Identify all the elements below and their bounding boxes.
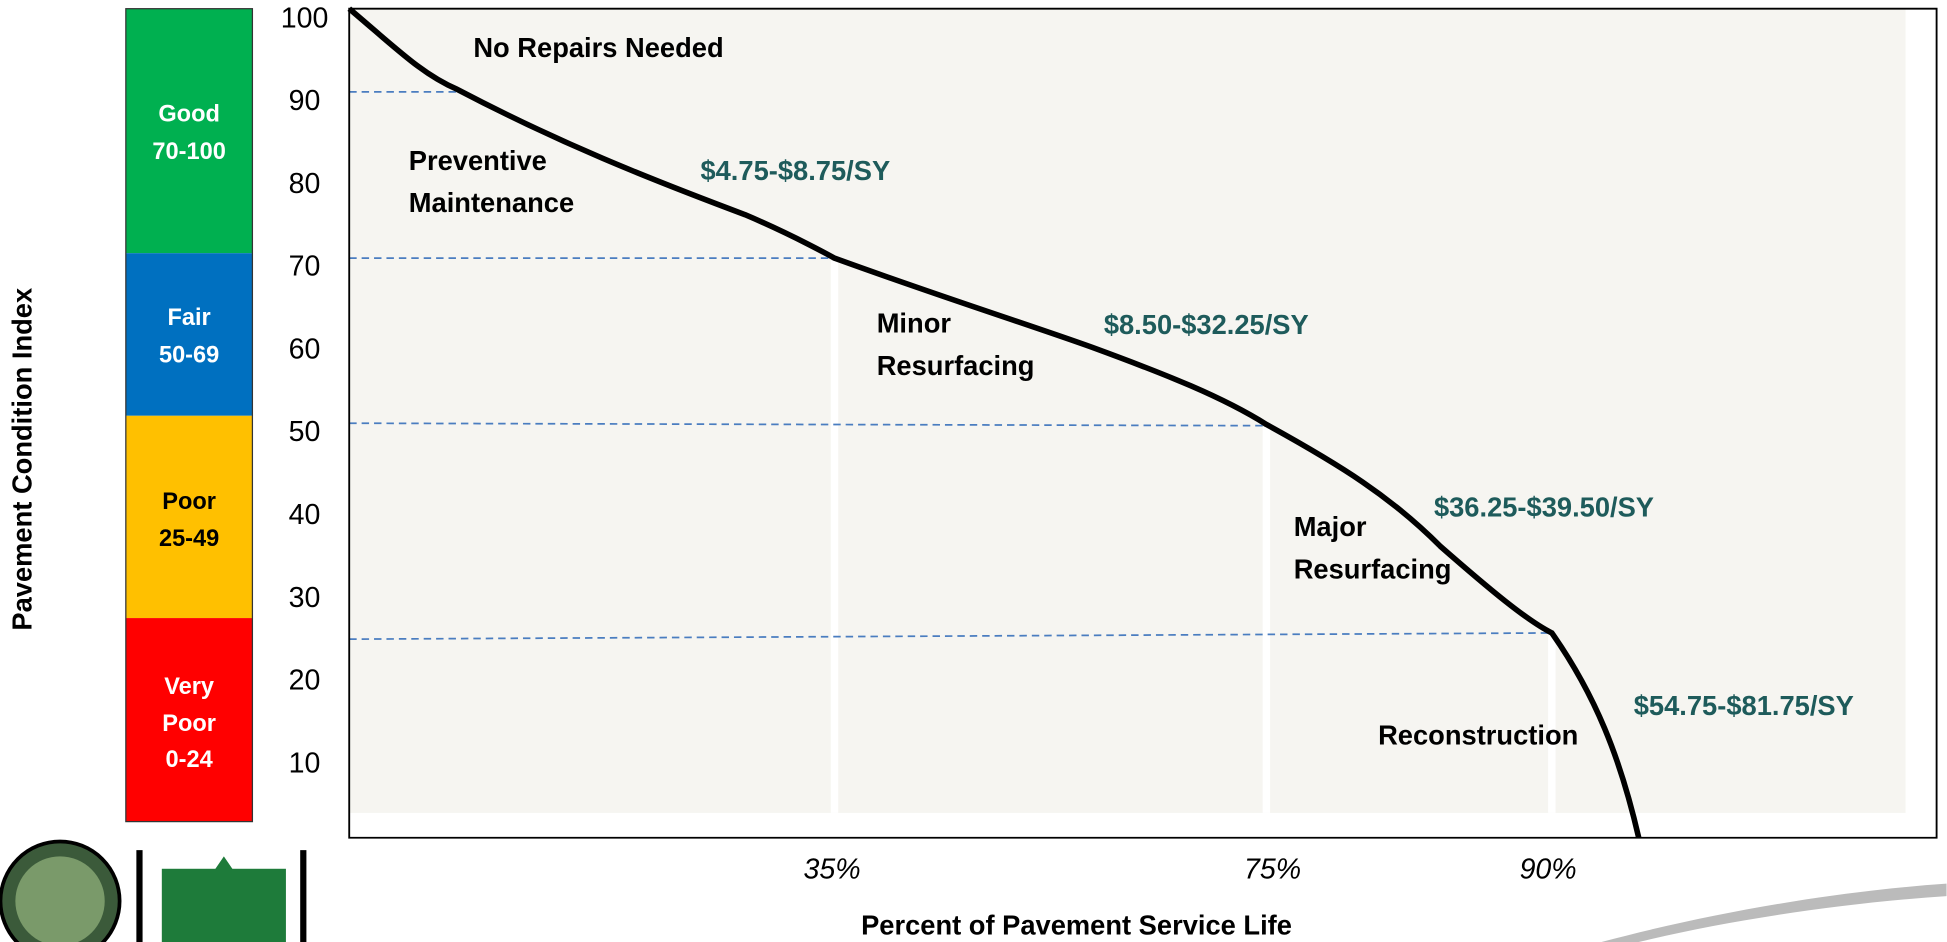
x-tick-label: 35% (803, 854, 860, 886)
band-label: Very (164, 673, 214, 699)
band-label: Poor (162, 710, 216, 736)
band-border (125, 8, 254, 823)
x-title: Percent of Pavement Service Life (861, 910, 1292, 941)
zone-label: Maintenance (409, 187, 574, 218)
dividers (830, 260, 1556, 813)
y-tick-label: 40 (289, 499, 321, 531)
plot-bg (349, 8, 1906, 813)
threshold-lines (349, 90, 1552, 641)
y-tick-label: 10 (289, 747, 321, 779)
y-tick-label: 20 (289, 665, 321, 697)
zone-label: No Repairs Needed (473, 32, 723, 63)
band-range: 50-69 (159, 341, 219, 367)
zone-label: Resurfacing (877, 350, 1035, 381)
zone-cost: $8.50-$32.25/SY (1104, 309, 1309, 340)
zone-label: Major (1294, 511, 1367, 542)
zone-label: Minor (877, 308, 952, 339)
band-good (125, 8, 253, 254)
y-tick-label: 100 (281, 2, 329, 34)
y-tick-label: 70 (289, 251, 321, 283)
zone-cost: $4.75-$8.75/SY (700, 155, 890, 186)
logo-frame (136, 850, 307, 942)
band-label: Poor (162, 488, 216, 514)
y-tick-label: 60 (289, 333, 321, 365)
band-label: Fair (167, 304, 210, 330)
x-tick-label: 75% (1244, 854, 1301, 886)
y-tick-label: 90 (289, 85, 321, 117)
zone-label: Preventive (409, 145, 547, 176)
y-tick-label: 30 (289, 582, 321, 614)
deterioration-curve (347, 6, 1642, 839)
band-range: 70-100 (152, 138, 225, 164)
band-label: Good (158, 101, 220, 127)
zone-cost: $36.25-$39.50/SY (1434, 491, 1654, 522)
x-tick-label: 90% (1520, 854, 1577, 886)
zone-cost: $54.75-$81.75/SY (1634, 690, 1854, 721)
zone-label: Reconstruction (1378, 720, 1578, 751)
band-poor (125, 415, 253, 619)
plot-frame (348, 7, 1938, 839)
band-range: 0-24 (166, 746, 213, 772)
band-fair (125, 253, 253, 416)
logo-seal-inner (15, 856, 105, 942)
y-title: Pavement Condition Index (6, 288, 37, 631)
zone-label: Resurfacing (1294, 553, 1452, 584)
swoosh (1601, 883, 1947, 942)
y-tick-label: 50 (289, 416, 321, 448)
band-range: 25-49 (159, 525, 219, 551)
y-tick-label: 80 (289, 168, 321, 200)
logo-tree (196, 856, 252, 909)
band-very-poor (125, 618, 253, 822)
